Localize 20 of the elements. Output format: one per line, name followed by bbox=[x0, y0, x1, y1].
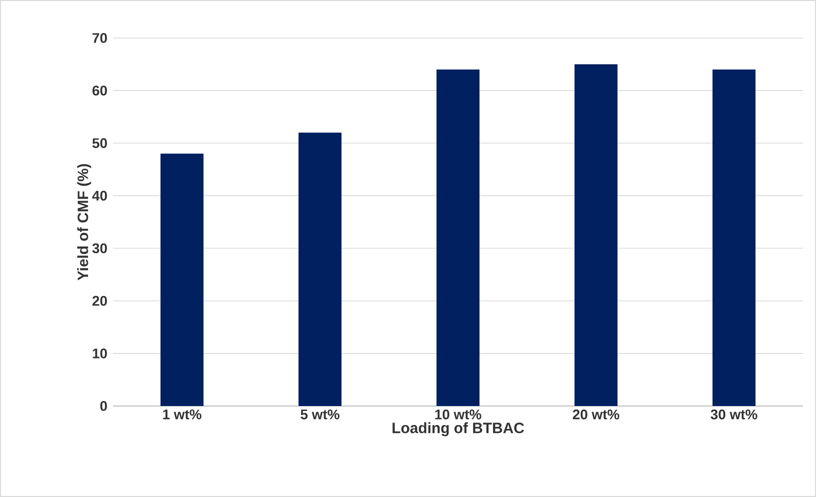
y-tick-label: 0 bbox=[100, 401, 107, 411]
x-axis-title: Loading of BTBAC bbox=[392, 422, 524, 436]
y-tick-label: 70 bbox=[92, 33, 107, 43]
x-tick-label: 10 wt% bbox=[435, 409, 482, 420]
bar bbox=[298, 132, 342, 406]
x-tick-label: 1 wt% bbox=[163, 410, 202, 420]
y-axis-title: Yield of CMF (%) bbox=[77, 164, 92, 280]
y-tick-label: 60 bbox=[92, 86, 107, 96]
x-tick-label: 30 wt% bbox=[710, 409, 758, 420]
y-tick-label: 10 bbox=[92, 348, 107, 358]
y-tick-label: 40 bbox=[92, 190, 107, 201]
x-tick-label: 20 wt% bbox=[572, 409, 620, 420]
bar bbox=[574, 64, 618, 406]
bar bbox=[160, 154, 204, 406]
y-tick-label: 30 bbox=[92, 243, 107, 254]
bar bbox=[436, 70, 480, 406]
y-tick-label: 50 bbox=[92, 138, 107, 148]
x-tick-label: 5 wt% bbox=[300, 410, 340, 420]
y-tick-label: 20 bbox=[92, 296, 107, 306]
bar bbox=[712, 70, 756, 406]
